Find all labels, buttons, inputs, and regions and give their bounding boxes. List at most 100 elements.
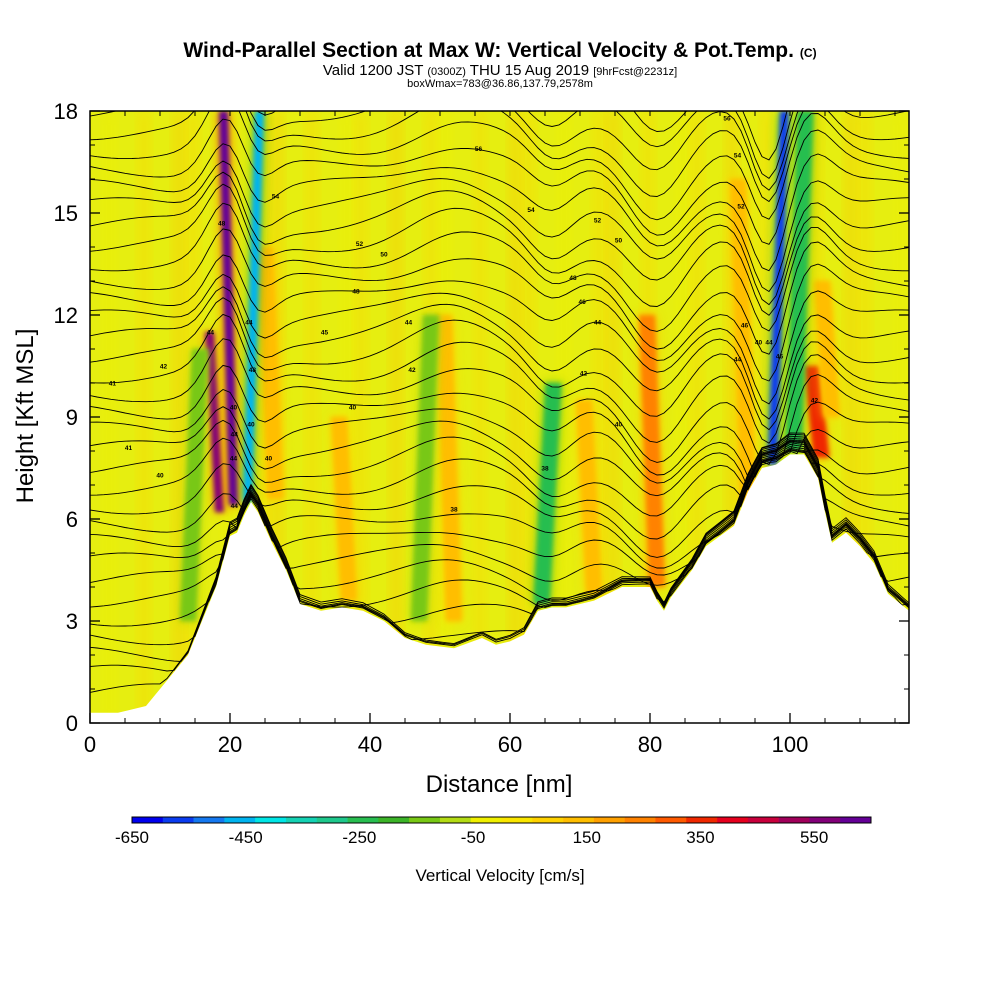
y-axis-label: Height [Kft MSL] bbox=[12, 329, 39, 504]
colorbar-swatch bbox=[224, 817, 256, 823]
y-tick-label: 0 bbox=[66, 711, 78, 736]
velocity-texture-band bbox=[608, 111, 618, 723]
colorbar-tick-label: -450 bbox=[229, 828, 263, 847]
velocity-texture-band bbox=[174, 111, 184, 723]
velocity-texture-band bbox=[307, 111, 317, 723]
colorbar-frame bbox=[131, 816, 872, 824]
colorbar-swatch bbox=[747, 817, 779, 823]
theta-contour bbox=[90, 446, 909, 569]
theta-contour bbox=[90, 388, 909, 484]
colorbar-swatch bbox=[717, 817, 749, 823]
colorbar-swatch bbox=[624, 817, 656, 823]
theta-contour-label: 40 bbox=[230, 404, 238, 411]
theta-contour-label: 44 bbox=[207, 330, 215, 337]
theta-contour bbox=[90, 313, 909, 444]
chart-subtitle: Valid 1200 JST (0300Z) THU 15 Aug 2019 [… bbox=[323, 62, 677, 79]
velocity-texture-band bbox=[692, 111, 702, 723]
velocity-texture-band bbox=[104, 111, 114, 723]
theta-contour bbox=[90, 441, 909, 603]
updraft-core bbox=[803, 366, 830, 458]
colorbar: -650 -450 -250 -50 150 350 550 bbox=[115, 816, 872, 847]
updraft-core bbox=[219, 111, 238, 506]
theta-contour bbox=[90, 443, 909, 576]
colorbar-tick-label: -250 bbox=[342, 828, 376, 847]
theta-contour bbox=[257, 111, 794, 180]
colorbar-tick-label: -650 bbox=[115, 828, 149, 847]
theta-contour-label: 44 bbox=[765, 340, 773, 347]
theta-contour-label: 40 bbox=[247, 421, 255, 428]
theta-contour-label: 44 bbox=[230, 455, 238, 462]
theta-contour-label: 56 bbox=[723, 115, 731, 122]
updraft-core bbox=[436, 315, 462, 621]
colorbar-swatch bbox=[501, 817, 533, 823]
theta-contour bbox=[90, 171, 909, 306]
theta-contour-label: 40 bbox=[349, 404, 357, 411]
colorbar-label: Vertical Velocity [cm/s] bbox=[415, 866, 584, 885]
colorbar-swatch bbox=[316, 817, 348, 823]
velocity-texture-band bbox=[559, 111, 569, 723]
theta-contour bbox=[90, 160, 909, 293]
theta-contour-label: 42 bbox=[408, 367, 416, 374]
velocity-texture-band bbox=[594, 111, 604, 723]
velocity-texture-band bbox=[258, 111, 268, 723]
theta-contour bbox=[90, 202, 909, 332]
theta-contour-label: 45 bbox=[321, 330, 329, 337]
theta-contour-label: 44 bbox=[594, 319, 602, 326]
theta-contour bbox=[90, 111, 909, 203]
colorbar-swatch bbox=[840, 817, 872, 823]
colorbar-swatch bbox=[593, 817, 625, 823]
velocity-texture-band bbox=[727, 111, 737, 723]
theta-contour-label: 52 bbox=[356, 241, 364, 248]
theta-contour bbox=[90, 437, 909, 646]
theta-contour bbox=[90, 442, 909, 586]
theta-contour-label: 52 bbox=[594, 217, 602, 224]
theta-contour bbox=[90, 447, 909, 558]
downdraft-core bbox=[785, 111, 814, 451]
theta-contour-label: 46 bbox=[776, 353, 784, 360]
theta-contour-label: 46 bbox=[741, 323, 749, 330]
updraft-core bbox=[639, 315, 665, 587]
velocity-texture-band bbox=[356, 111, 366, 723]
theta-contour bbox=[90, 364, 909, 476]
y-tick-label: 3 bbox=[66, 609, 78, 634]
theta-contour-label: 41 bbox=[109, 381, 117, 388]
colorbar-swatch bbox=[655, 817, 687, 823]
theta-contour-label: 40 bbox=[156, 472, 164, 479]
theta-contour-label: 54 bbox=[527, 207, 535, 214]
colorbar-swatch bbox=[532, 817, 564, 823]
velocity-texture-band bbox=[524, 111, 534, 723]
y-tick-label: 9 bbox=[66, 405, 78, 430]
theta-contour-label: 44 bbox=[405, 319, 413, 326]
y-tick-label: 15 bbox=[54, 201, 78, 226]
colorbar-tick-label: -50 bbox=[461, 828, 486, 847]
theta-contour-label: 48 bbox=[352, 289, 360, 296]
theta-contour-label: 56 bbox=[475, 146, 483, 153]
velocity-texture-band bbox=[930, 111, 940, 723]
velocity-texture-band bbox=[846, 111, 856, 723]
x-tick-label: 20 bbox=[218, 732, 242, 757]
theta-contour-label: 54 bbox=[272, 194, 280, 201]
colorbar-swatch bbox=[378, 817, 410, 823]
colorbar-tick-label: 350 bbox=[686, 828, 714, 847]
theta-contour bbox=[90, 143, 909, 272]
theta-contours bbox=[90, 111, 909, 693]
colorbar-swatch bbox=[162, 817, 194, 823]
x-tick-label: 60 bbox=[498, 732, 522, 757]
x-tick-label: 0 bbox=[84, 732, 96, 757]
colorbar-swatch bbox=[778, 817, 810, 823]
colorbar-swatch bbox=[347, 817, 379, 823]
velocity-texture-band bbox=[510, 111, 520, 723]
theta-contour-label: 40 bbox=[755, 340, 763, 347]
x-axis: 0 20 40 60 80 100 bbox=[84, 111, 896, 757]
theta-contour bbox=[90, 183, 909, 316]
colorbar-tick-label: 550 bbox=[800, 828, 828, 847]
colorbar-swatch bbox=[470, 817, 502, 823]
colorbar-tick-label: 150 bbox=[573, 828, 601, 847]
theta-contour-label: 38 bbox=[450, 506, 458, 513]
theta-contour-label: 44 bbox=[245, 319, 253, 326]
theta-contour bbox=[90, 440, 909, 609]
theta-contour-labels: 4241414044484440444444484040544540485250… bbox=[109, 115, 819, 513]
theta-contour bbox=[90, 297, 909, 431]
x-tick-label: 40 bbox=[358, 732, 382, 757]
theta-contour-label: 40 bbox=[265, 455, 273, 462]
